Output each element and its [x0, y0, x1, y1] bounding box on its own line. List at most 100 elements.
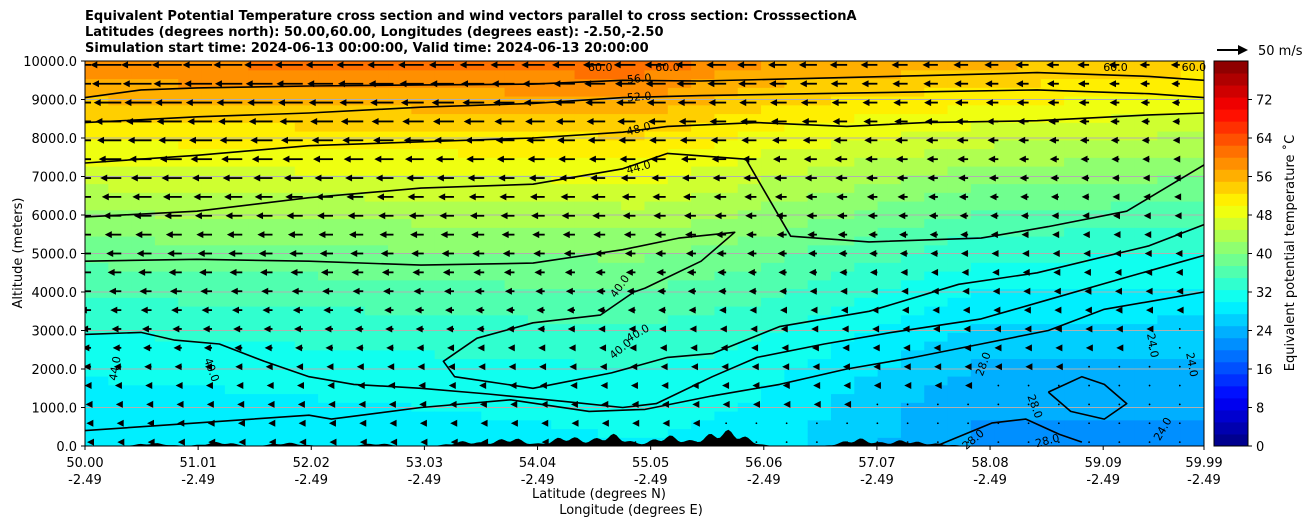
field-cell: [341, 148, 366, 158]
field-cell: [131, 297, 156, 307]
field-cell: [667, 244, 692, 255]
field-cell: [621, 314, 646, 325]
wind-vector-head: [387, 363, 395, 371]
wind-vector: [353, 306, 364, 314]
wind-vector-head: [721, 363, 729, 371]
wind-vector-head: [712, 174, 720, 182]
field-cell: [621, 113, 646, 123]
field-cell: [248, 437, 273, 446]
field-cell: [481, 437, 506, 446]
wind-vector-head: [184, 80, 192, 88]
wind-vector: [1079, 136, 1090, 144]
wind-vector-head: [185, 99, 193, 107]
wind-vector: [155, 99, 182, 107]
field-cell: [761, 411, 785, 421]
wind-vector-head: [299, 438, 307, 446]
wind-vector: [146, 419, 154, 427]
field-cell: [1064, 402, 1089, 412]
wind-vector-head: [1020, 212, 1028, 220]
field-cell: [1110, 61, 1135, 71]
field-cell: [458, 358, 482, 368]
wind-vector-head: [448, 382, 456, 390]
field-cell: [131, 393, 156, 403]
wind-vector: [1114, 287, 1122, 295]
field-cell: [1180, 69, 1204, 80]
field-cell: [201, 376, 226, 386]
field-cell: [481, 131, 506, 141]
field-cell: [154, 297, 179, 307]
field-cell: [854, 131, 879, 141]
wind-vector: [384, 306, 394, 314]
field-cell: [761, 358, 785, 368]
field-cell: [737, 139, 762, 150]
wind-vector: [390, 438, 398, 446]
wind-vector: [927, 174, 938, 182]
wind-vector: [993, 325, 1001, 333]
field-cell: [318, 297, 343, 307]
wind-vector-head: [359, 438, 367, 446]
field-cell: [1110, 437, 1135, 446]
field-cell: [504, 96, 529, 106]
wind-vector: [994, 344, 1002, 352]
wind-vector: [1174, 212, 1182, 220]
field-cell: [831, 349, 855, 360]
wind-vector: [527, 155, 545, 163]
wind-vector: [562, 231, 575, 239]
field-cell: [85, 349, 109, 360]
field-cell: [1087, 218, 1112, 228]
wind-vector: [415, 325, 424, 333]
field-cell: [597, 139, 622, 150]
field-cell: [458, 104, 482, 115]
field-cell: [924, 122, 949, 132]
wind-vector-head: [1171, 99, 1179, 107]
wind-vector-head: [1141, 117, 1149, 125]
wind-vector-head: [648, 117, 656, 125]
wind-vector-head: [558, 155, 566, 163]
field-cell: [597, 192, 622, 202]
wind-vector-head: [557, 136, 565, 144]
wind-vector: [85, 344, 92, 352]
field-cell: [504, 201, 529, 211]
field-cell: [970, 148, 995, 158]
wind-vector-head: [1173, 155, 1181, 163]
field-cell: [527, 314, 552, 325]
field-cell: [201, 131, 226, 141]
field-cell: [294, 428, 319, 438]
wind-vector-head: [722, 400, 730, 408]
wind-vector: [931, 268, 939, 276]
wind-vector: [376, 193, 394, 201]
field-cell: [458, 227, 482, 237]
field-cell: [667, 279, 692, 290]
field-cell: [994, 183, 1019, 193]
field-cell: [527, 367, 552, 377]
field-cell: [691, 209, 716, 220]
wind-vector: [1148, 441, 1151, 444]
wind-vector-head: [173, 344, 181, 352]
wind-vector: [478, 363, 486, 371]
field-cell: [201, 96, 226, 106]
wind-vector: [1171, 80, 1180, 88]
wind-vector-head: [988, 155, 996, 163]
wind-vector: [620, 174, 636, 182]
wind-vector: [387, 363, 395, 371]
field-cell: [154, 376, 179, 386]
wind-vector-head: [1108, 61, 1116, 69]
wind-vector: [266, 382, 274, 390]
wind-vector-head: [1172, 117, 1180, 125]
field-cell: [714, 166, 739, 176]
wind-vector-head: [419, 400, 427, 408]
wind-vector-head: [570, 382, 578, 390]
wind-vector-head: [659, 344, 667, 352]
wind-vector-head: [842, 344, 850, 352]
field-cell: [644, 69, 669, 80]
field-cell: [434, 131, 459, 141]
field-cell: [201, 253, 226, 263]
field-cell: [900, 367, 925, 377]
field-cell: [411, 393, 436, 403]
field-cell: [807, 297, 832, 307]
field-cell: [458, 122, 482, 132]
field-cell: [877, 419, 902, 430]
field-cell: [1040, 279, 1065, 290]
contour-label: 24.0: [1183, 351, 1200, 377]
field-cell: [691, 341, 716, 351]
